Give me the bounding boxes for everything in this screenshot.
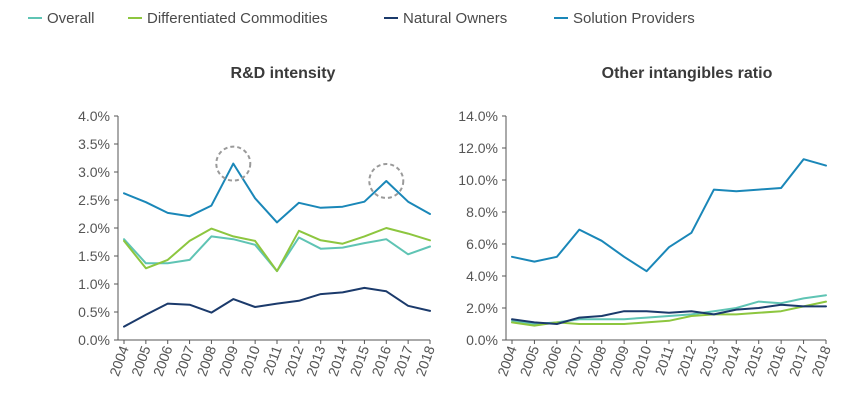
y-tick-label: 0.0%: [466, 332, 498, 348]
y-tick-label: 1.5%: [78, 248, 110, 264]
x-tick-label: 2018: [412, 343, 438, 378]
y-tick-label: 1.0%: [78, 276, 110, 292]
y-tick-label: 3.0%: [78, 164, 110, 180]
y-tick-label: 14.0%: [458, 108, 498, 124]
chart-rd-intensity: 0.0%0.5%1.0%1.5%2.0%2.5%3.0%3.5%4.0%2004…: [78, 108, 438, 378]
y-tick-label: 4.0%: [466, 268, 498, 284]
legend: Overall Differentiated Commodities Natur…: [28, 10, 695, 27]
series-line-solution-providers: [123, 162, 431, 224]
highlight-circle-2009: [215, 145, 252, 182]
y-tick-label: 4.0%: [78, 108, 110, 124]
y-tick-label: 10.0%: [458, 172, 498, 188]
series-line-natural-owners: [123, 286, 431, 328]
series-line-differentiated-commodities: [123, 227, 431, 273]
chart-title-other-intangibles-ratio: Other intangibles ratio: [602, 65, 773, 82]
y-tick-label: 2.0%: [466, 300, 498, 316]
y-tick-label: 6.0%: [466, 236, 498, 252]
y-tick-label: 2.0%: [78, 220, 110, 236]
x-tick-label: 2018: [808, 343, 834, 378]
y-tick-label: 2.5%: [78, 192, 110, 208]
x-tick-label: 2010: [237, 343, 263, 378]
series-line-natural-owners: [511, 303, 827, 325]
y-tick-label: 0.5%: [78, 304, 110, 320]
series-line-overall: [123, 235, 431, 273]
legend-label-differentiated-commodities: Differentiated Commodities: [147, 10, 328, 27]
series-line-differentiated-commodities: [511, 300, 827, 327]
series-line-solution-providers: [511, 158, 827, 273]
legend-label-overall: Overall: [47, 10, 95, 27]
legend-label-solution-providers: Solution Providers: [573, 10, 695, 27]
chart-title-rd-intensity: R&D intensity: [231, 65, 336, 82]
x-tick-label: 2010: [629, 343, 655, 378]
series-line-overall: [511, 294, 827, 325]
y-tick-label: 8.0%: [466, 204, 498, 220]
chart-other-intangibles-ratio: 0.0%2.0%4.0%6.0%8.0%10.0%12.0%14.0%20042…: [458, 108, 834, 378]
y-tick-label: 0.0%: [78, 332, 110, 348]
highlight-circle-2016: [368, 162, 405, 199]
y-tick-label: 12.0%: [458, 140, 498, 156]
y-tick-label: 3.5%: [78, 136, 110, 152]
legend-label-natural-owners: Natural Owners: [403, 10, 507, 27]
